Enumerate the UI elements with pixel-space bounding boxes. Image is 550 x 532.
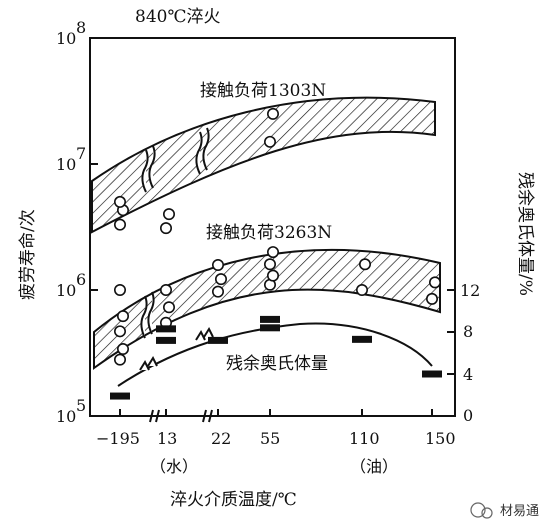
break-marks [139,127,214,371]
x-axis-break-2 [202,409,213,423]
x-axis-break-1 [149,409,160,423]
data-point-1303n [160,222,173,235]
data-point-1303n [263,135,276,148]
data-point-3263n [114,325,127,338]
data-point-3263n [358,258,371,271]
y-axis-label-right: 残余奥氏体量/% [515,172,535,296]
x-sub-label-water: （水） [150,457,198,476]
right-tick-label: 4 [463,365,473,384]
right-tick-labels: 0 4 8 12 [460,281,480,425]
left-tick-label: 10 [56,155,76,174]
data-point-3263n [212,258,225,271]
y-axis-label-left: 疲劳寿命/次 [18,209,38,300]
left-tick-exp: 6 [76,270,86,289]
data-point-3263n [263,258,276,271]
x-tick-label: −195 [96,429,140,448]
x-sub-label-oil: （油） [350,457,398,476]
band-3263n [93,249,441,370]
data-point-3263n [163,301,176,314]
data-point-3263n [212,285,225,298]
watermark: 材易通 [470,502,539,519]
data-point-3263n [117,343,130,356]
data-point-1303n [114,218,127,231]
plot-frame [89,37,456,417]
x-tick-label: 150 [425,429,456,448]
austenite-curve [117,322,433,387]
series-label-1303n: 接触负荷1303N [200,81,326,101]
left-tick-exp: 8 [76,18,86,37]
data-point-3263n [160,283,173,296]
left-tick-label: 10 [56,407,76,426]
right-tick-label: 8 [463,322,473,341]
austenite-marker [422,370,442,378]
wechat-icon-secondary [481,507,493,519]
data-point-1303n [266,107,279,120]
austenite-marker [110,392,130,400]
data-point-3263n [117,310,130,323]
data-point-3263n [114,283,127,296]
data-point-3263n [266,246,279,259]
x-tick-labels: −195 13 22 55 110 150 （水） （油） [96,429,456,476]
austenite-marker [156,336,176,344]
austenite-marker [208,336,228,344]
series-label-3263n: 接触负荷3263N [206,223,332,243]
x-tick-label: 22 [211,429,231,448]
x-axis-label: 淬火介质温度/℃ [170,490,297,510]
chart-title: 840℃淬火 [135,7,220,27]
series-label-austenite: 残余奥氏体量 [226,354,328,374]
x-tick-label: 55 [260,429,280,448]
x-tick-label: 110 [349,429,380,448]
x-tick-label: 13 [157,429,177,448]
data-point-3263n [215,273,228,286]
austenite-marker [260,324,280,332]
austenite-marker [352,335,372,343]
right-tick-label: 12 [460,281,480,300]
wechat-icon [470,502,486,518]
left-tick-label: 10 [56,29,76,48]
left-tick-label: 10 [56,281,76,300]
data-point-1303n [163,208,176,221]
data-point-3263n [114,353,127,366]
data-point-3263n [266,269,279,282]
data-marks [110,107,442,400]
austenite-marker [156,325,176,333]
watermark-text: 材易通 [500,504,539,519]
austenite-marker [260,315,280,323]
data-point-1303n [114,195,127,208]
left-tick-labels: 10 5 10 6 10 7 10 8 [56,18,86,426]
axis-ticks [90,37,455,423]
right-tick-label: 0 [463,406,473,425]
band-1303n [91,96,436,234]
data-point-3263n [355,283,368,296]
data-point-3263n [425,292,438,305]
left-tick-exp: 7 [76,144,86,163]
left-tick-exp: 5 [76,396,86,415]
data-point-3263n [428,276,441,289]
